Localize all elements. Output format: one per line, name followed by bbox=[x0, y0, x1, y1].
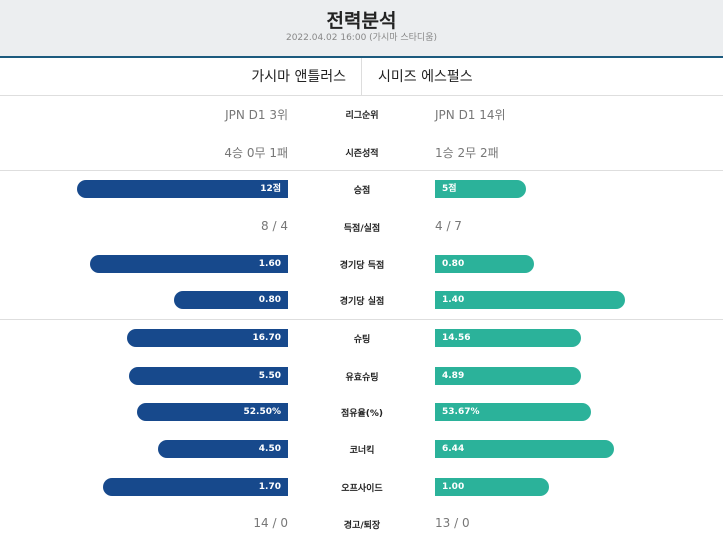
header bbox=[0, 0, 723, 56]
away-stat-value: 13 / 0 bbox=[435, 516, 470, 530]
away-stat-value: JPN D1 14위 bbox=[435, 108, 506, 122]
home-stat-bar: 12점 bbox=[77, 180, 288, 198]
section-divider bbox=[0, 95, 723, 96]
stat-label: 경고/퇴장 bbox=[343, 521, 381, 531]
away-stat-bar: 14.56 bbox=[435, 329, 581, 347]
home-stat-bar: 16.70 bbox=[127, 329, 288, 347]
home-team-name[interactable]: 가시마 앤틀러스 bbox=[251, 69, 346, 85]
away-stat-bar: 0.80 bbox=[435, 255, 534, 273]
section-divider bbox=[0, 170, 723, 171]
header-divider bbox=[0, 56, 723, 58]
home-stat-value: JPN D1 3위 bbox=[225, 108, 288, 122]
home-stat-bar: 1.70 bbox=[103, 478, 288, 496]
home-stat-value: 4승 0무 1패 bbox=[224, 146, 288, 160]
section-divider bbox=[0, 319, 723, 320]
away-stat-bar: 5점 bbox=[435, 180, 526, 198]
stat-label: 점유율(%) bbox=[340, 409, 384, 419]
stat-label: 승점 bbox=[353, 186, 371, 196]
away-stat-bar: 1.40 bbox=[435, 291, 625, 309]
away-stat-bar: 1.00 bbox=[435, 478, 549, 496]
home-stat-bar: 52.50% bbox=[137, 403, 288, 421]
home-stat-bar: 5.50 bbox=[129, 367, 288, 385]
team-divider bbox=[361, 58, 362, 95]
away-team-name[interactable]: 시미즈 에스펄스 bbox=[378, 69, 473, 85]
away-stat-value: 4 / 7 bbox=[435, 219, 462, 233]
away-stat-bar: 53.67% bbox=[435, 403, 591, 421]
away-stat-bar: 6.44 bbox=[435, 440, 614, 458]
stat-label: 유효슈팅 bbox=[345, 373, 379, 383]
home-stat-bar: 1.60 bbox=[90, 255, 288, 273]
stat-label: 오프사이드 bbox=[341, 484, 383, 494]
home-stat-value: 8 / 4 bbox=[261, 219, 288, 233]
stat-label: 경기당 득점 bbox=[339, 261, 385, 271]
away-stat-value: 1승 2무 2패 bbox=[435, 146, 499, 160]
stat-label: 리그순위 bbox=[345, 111, 379, 121]
stat-label: 슈팅 bbox=[353, 335, 371, 345]
home-stat-bar: 0.80 bbox=[174, 291, 288, 309]
home-stat-bar: 4.50 bbox=[158, 440, 288, 458]
stat-label: 코너킥 bbox=[349, 446, 375, 456]
away-stat-bar: 4.89 bbox=[435, 367, 581, 385]
stat-label: 득점/실점 bbox=[343, 224, 381, 234]
page-title: 전력분석 bbox=[326, 10, 397, 32]
stat-label: 경기당 실점 bbox=[339, 297, 385, 307]
match-datetime-venue: 2022.04.02 16:00 (가시마 스타디움) bbox=[285, 33, 438, 43]
stat-label: 시즌성적 bbox=[345, 149, 379, 159]
home-stat-value: 14 / 0 bbox=[253, 516, 288, 530]
